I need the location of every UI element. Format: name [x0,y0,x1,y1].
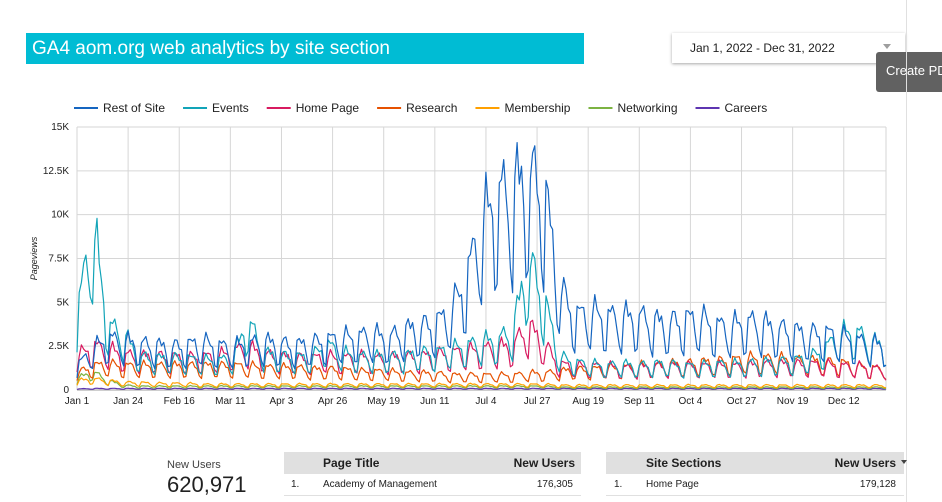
y-tick-label: 2.5K [48,341,69,352]
x-tick-label: Dec 12 [828,396,860,407]
x-tick-label: Jul 4 [475,396,497,407]
site-sections-table-header: Site Sections New Users [606,452,907,474]
x-tick-label: Aug 19 [572,396,604,407]
pageviews-line-chart: Rest of Site Events Home Page Research Membe… [29,101,887,407]
y-tick-label: 15K [51,122,69,133]
row-title: Academy of Management [323,479,437,490]
legend-label-membership[interactable]: Membership [504,101,570,115]
table-row[interactable]: 1. Home Page 179,128 [606,475,904,496]
chart-grid [76,126,887,391]
y-tick-label: 0 [63,385,69,396]
chart-legend: Rest of Site Events Home Page Research Membe… [74,101,767,115]
x-axis-ticks: Jan 1 Jan 24 Feb 16 Mar 11 Apr 3 Apr 26 May 19… [65,396,860,407]
legend-label-rest-of-site[interactable]: Rest of Site [103,101,165,115]
x-tick-label: Apr 26 [318,396,348,407]
kpi-value: 620,971 [167,472,247,497]
x-tick-label: Feb 16 [164,396,196,407]
x-tick-label: Jan 24 [113,396,143,407]
date-range-picker[interactable]: Jan 1, 2022 - Dec 31, 2022 [672,33,905,63]
y-tick-label: 5K [57,297,70,308]
y-tick-label: 10K [51,210,69,221]
col-site-sections[interactable]: Site Sections [646,456,722,470]
row-users: 176,305 [536,479,573,490]
date-range-value: Jan 1, 2022 - Dec 31, 2022 [690,41,835,55]
y-axis-label: Pageviews [29,236,39,280]
page-edge-divider [906,0,907,502]
series-line-membership [76,377,887,389]
create-pdf-tooltip: Create PD [876,52,942,92]
x-tick-label: Oct 4 [678,396,702,407]
report-title: GA4 aom.org web analytics by site sectio… [26,33,584,64]
series-line-rest-of-site [76,141,887,379]
series-line-research [76,350,887,384]
legend-label-research[interactable]: Research [406,101,457,115]
series-line-home-page [76,319,887,381]
y-tick-label: 12.5K [43,166,69,177]
sort-desc-icon[interactable] [901,460,907,464]
col-page-title[interactable]: Page Title [323,456,380,470]
x-tick-label: Apr 3 [270,396,294,407]
legend-label-networking[interactable]: Networking [617,101,677,115]
series-line-networking [76,371,887,390]
x-tick-label: Jan 1 [65,396,90,407]
legend-label-careers[interactable]: Careers [725,101,768,115]
x-tick-label: Oct 27 [727,396,757,407]
row-rank: 1. [614,479,623,490]
x-tick-label: Jun 11 [420,396,450,407]
y-axis-ticks: 0 2.5K 5K 7.5K 10K 12.5K 15K [43,122,70,396]
col-new-users-sorted[interactable]: New Users [834,456,907,470]
row-rank: 1. [291,479,300,490]
x-tick-label: May 19 [367,396,400,407]
y-tick-label: 7.5K [48,254,69,265]
col-new-users[interactable]: New Users [513,456,575,470]
x-tick-label: Jul 27 [524,396,551,407]
kpi-label: New Users [167,459,221,471]
row-users: 179,128 [859,479,896,490]
legend-label-home-page[interactable]: Home Page [296,101,360,115]
series-line-careers [76,387,886,390]
x-tick-label: Nov 19 [777,396,809,407]
series-line-events [76,217,887,379]
chart-series-lines [76,141,887,390]
legend-label-events[interactable]: Events [212,101,249,115]
table-row[interactable]: 1. Academy of Management 176,305 [284,475,581,496]
x-tick-label: Sep 11 [624,396,655,407]
row-title: Home Page [646,479,699,490]
col-new-users-label: New Users [834,456,896,470]
chevron-down-icon[interactable] [883,44,891,49]
x-tick-label: Mar 11 [215,396,246,407]
page-title-table-header: Page Title New Users [284,452,581,474]
